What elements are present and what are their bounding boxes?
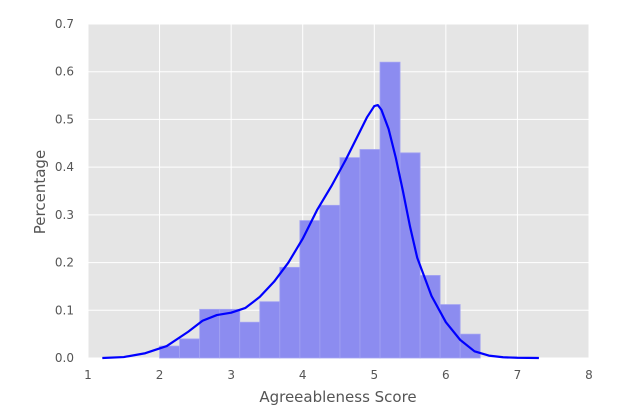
histogram-bar: [379, 61, 401, 359]
histogram-bar: [279, 266, 301, 359]
y-tick-label: 0.6: [55, 65, 74, 79]
histogram-bar: [319, 204, 341, 359]
y-tick-label: 0.4: [55, 160, 74, 174]
kde-line: [102, 104, 539, 360]
x-tick-label: 8: [585, 368, 593, 382]
histogram-bar: [259, 301, 281, 359]
histogram-bar: [219, 308, 241, 359]
x-tick-label: 5: [370, 368, 378, 382]
histogram-bar: [179, 338, 201, 359]
x-axis-ticks: 1 2 3 4 5 6 7 8: [84, 368, 593, 382]
y-tick-label: 0.5: [55, 112, 74, 126]
y-tick-label: 0.3: [55, 208, 74, 222]
histogram-bars: [159, 61, 481, 359]
y-axis-label: Percentage: [31, 150, 49, 234]
histogram-bar: [299, 220, 321, 359]
y-axis-ticks: 0.0 0.1 0.2 0.3 0.4 0.5 0.6 0.7: [55, 17, 74, 365]
x-axis-label: Agreeableness Score: [259, 388, 416, 406]
histogram-bar: [459, 333, 481, 359]
y-tick-label: 0.7: [55, 17, 74, 31]
histogram-bar: [339, 157, 361, 359]
x-tick-label: 4: [299, 368, 307, 382]
histogram-bar: [239, 321, 261, 359]
x-tick-label: 3: [227, 368, 235, 382]
x-tick-label: 2: [156, 368, 164, 382]
histogram-bar: [419, 275, 441, 359]
x-tick-label: 1: [84, 368, 92, 382]
x-tick-label: 6: [442, 368, 450, 382]
histogram-bar: [439, 304, 461, 359]
y-tick-label: 0.2: [55, 256, 74, 270]
histogram-bar: [359, 149, 381, 359]
y-tick-label: 0.0: [55, 351, 74, 365]
histogram-bar: [199, 308, 221, 359]
y-tick-label: 0.1: [55, 303, 74, 317]
x-tick-label: 7: [514, 368, 522, 382]
